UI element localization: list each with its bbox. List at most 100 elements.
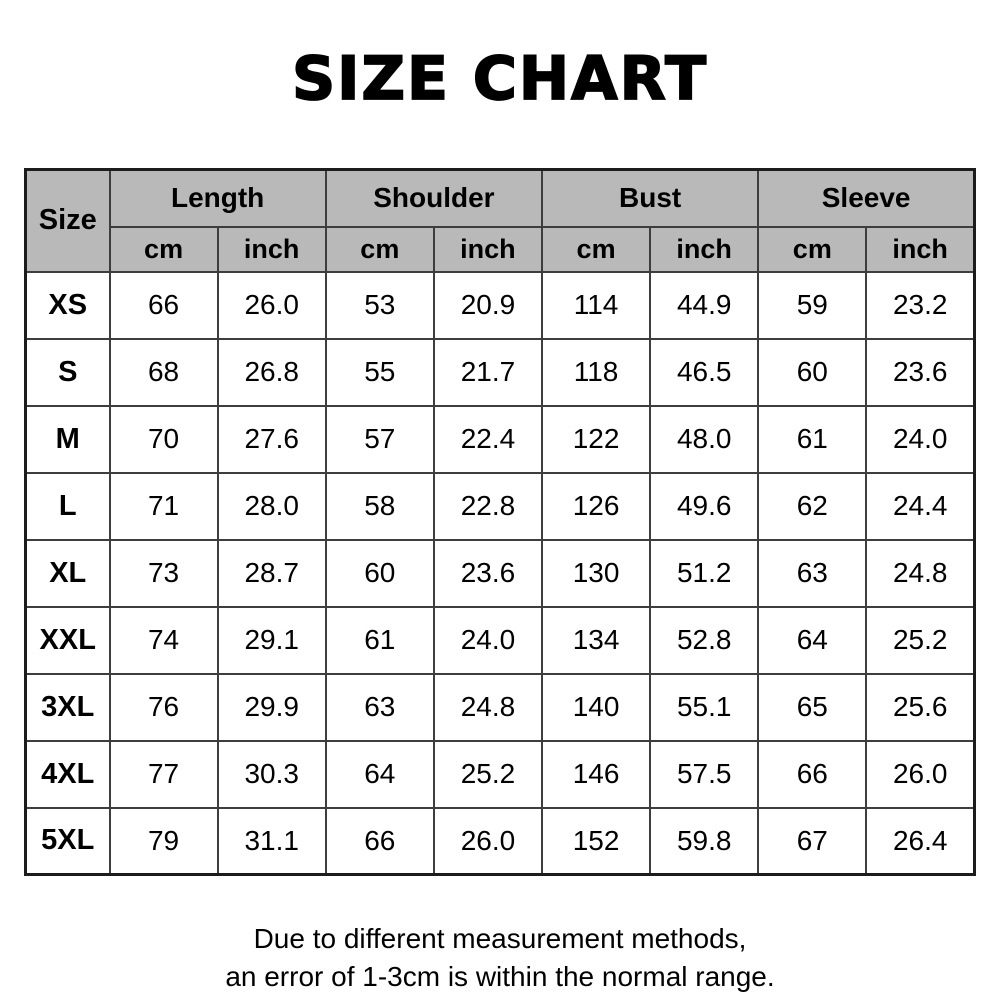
measurement-cell: 29.1 xyxy=(216,605,327,675)
measurement-cell: 22.8 xyxy=(432,471,544,541)
measurement-cell: 46.5 xyxy=(649,337,760,407)
measurement-cell: 152 xyxy=(540,806,652,876)
measurement-cell: 64 xyxy=(324,739,435,809)
measurement-cell: 61 xyxy=(324,605,435,675)
size-cell: S xyxy=(24,337,111,407)
measurement-cell: 20.9 xyxy=(432,270,544,340)
table-row: S 68 26.8 55 21.7 118 46.5 60 23.6 xyxy=(24,337,976,407)
table-row: 5XL 79 31.1 66 26.0 152 59.8 67 26.4 xyxy=(24,806,976,876)
measurement-cell: 25.6 xyxy=(865,672,976,742)
size-cell: XXL xyxy=(24,605,111,675)
measurement-cell: 27.6 xyxy=(216,404,327,474)
measurement-cell: 122 xyxy=(540,404,652,474)
measurement-cell: 24.8 xyxy=(865,538,976,608)
measurement-cell: 70 xyxy=(108,404,219,474)
measurement-cell: 118 xyxy=(540,337,652,407)
footer-note-line2: an error of 1-3cm is within the normal r… xyxy=(225,961,775,992)
measurement-cell: 63 xyxy=(757,538,868,608)
measurement-cell: 74 xyxy=(108,605,219,675)
measurement-cell: 28.0 xyxy=(216,471,327,541)
measurement-cell: 24.8 xyxy=(432,672,544,742)
group-header-sleeve: Sleeve xyxy=(757,168,976,228)
table-row: L 71 28.0 58 22.8 126 49.6 62 24.4 xyxy=(24,471,976,541)
measurement-cell: 60 xyxy=(324,538,435,608)
measurement-cell: 26.4 xyxy=(865,806,976,876)
measurement-cell: 44.9 xyxy=(649,270,760,340)
measurement-cell: 67 xyxy=(757,806,868,876)
table-row: 4XL 77 30.3 64 25.2 146 57.5 66 26.0 xyxy=(24,739,976,809)
measurement-cell: 146 xyxy=(540,739,652,809)
measurement-cell: 76 xyxy=(108,672,219,742)
group-header-length: Length xyxy=(108,168,327,228)
table-body: XS 66 26.0 53 20.9 114 44.9 59 23.2 S 68 26.8 55 21.7… xyxy=(24,270,976,876)
measurement-cell: 66 xyxy=(757,739,868,809)
size-cell: L xyxy=(24,471,111,541)
unit-header-bust-cm: cm xyxy=(540,225,652,273)
measurement-cell: 55 xyxy=(324,337,435,407)
measurement-cell: 61 xyxy=(757,404,868,474)
measurement-cell: 59 xyxy=(757,270,868,340)
measurement-cell: 58 xyxy=(324,471,435,541)
measurement-cell: 126 xyxy=(540,471,652,541)
measurement-cell: 23.2 xyxy=(865,270,976,340)
table-row: XXL 74 29.1 61 24.0 134 52.8 64 25.2 xyxy=(24,605,976,675)
measurement-cell: 66 xyxy=(324,806,435,876)
measurement-cell: 48.0 xyxy=(649,404,760,474)
unit-header-shoulder-cm: cm xyxy=(324,225,435,273)
unit-header-row: cm inch cm inch cm inch cm inch xyxy=(26,225,976,273)
measurement-cell: 29.9 xyxy=(216,672,327,742)
measurement-cell: 55.1 xyxy=(649,672,760,742)
unit-header-sleeve-cm: cm xyxy=(757,225,868,273)
measurement-cell: 25.2 xyxy=(865,605,976,675)
measurement-cell: 63 xyxy=(324,672,435,742)
table-row: M 70 27.6 57 22.4 122 48.0 61 24.0 xyxy=(24,404,976,474)
measurement-cell: 57.5 xyxy=(649,739,760,809)
measurement-cell: 79 xyxy=(108,806,219,876)
measurement-cell: 49.6 xyxy=(649,471,760,541)
unit-header-sleeve-inch: inch xyxy=(865,225,976,273)
size-cell: 5XL xyxy=(24,806,111,876)
group-header-bust: Bust xyxy=(540,168,760,228)
group-header-shoulder: Shoulder xyxy=(324,168,544,228)
measurement-cell: 73 xyxy=(108,538,219,608)
table-row: XS 66 26.0 53 20.9 114 44.9 59 23.2 xyxy=(24,270,976,340)
measurement-cell: 23.6 xyxy=(865,337,976,407)
measurement-cell: 22.4 xyxy=(432,404,544,474)
measurement-cell: 23.6 xyxy=(432,538,544,608)
unit-header-length-cm: cm xyxy=(108,225,219,273)
table-header: Size Length Shoulder Bust Sleeve cm inch… xyxy=(24,168,976,273)
measurement-cell: 24.0 xyxy=(432,605,544,675)
measurement-cell: 77 xyxy=(108,739,219,809)
measurement-cell: 130 xyxy=(540,538,652,608)
measurement-cell: 24.4 xyxy=(865,471,976,541)
measurement-cell: 53 xyxy=(324,270,435,340)
measurement-cell: 57 xyxy=(324,404,435,474)
size-cell: 4XL xyxy=(24,739,111,809)
measurement-cell: 140 xyxy=(540,672,652,742)
measurement-cell: 60 xyxy=(757,337,868,407)
measurement-cell: 24.0 xyxy=(865,404,976,474)
table-row: XL 73 28.7 60 23.6 130 51.2 63 24.8 xyxy=(24,538,976,608)
measurement-cell: 30.3 xyxy=(216,739,327,809)
measurement-cell: 65 xyxy=(757,672,868,742)
measurement-cell: 134 xyxy=(540,605,652,675)
unit-header-length-inch: inch xyxy=(216,225,327,273)
footer-note: Due to different measurement methods, an… xyxy=(0,920,1000,996)
measurement-cell: 68 xyxy=(108,337,219,407)
size-column-header: Size xyxy=(24,168,111,273)
measurement-cell: 52.8 xyxy=(649,605,760,675)
measurement-cell: 26.0 xyxy=(216,270,327,340)
measurement-cell: 21.7 xyxy=(432,337,544,407)
size-chart-table: Size Length Shoulder Bust Sleeve cm inch… xyxy=(24,168,976,876)
measurement-cell: 66 xyxy=(108,270,219,340)
page-title: SIZE CHART xyxy=(291,44,709,114)
footer-note-line1: Due to different measurement methods, xyxy=(253,923,747,954)
measurement-cell: 31.1 xyxy=(216,806,327,876)
measurement-cell: 26.0 xyxy=(432,806,544,876)
measurement-cell: 114 xyxy=(540,270,652,340)
group-header-row: Size Length Shoulder Bust Sleeve xyxy=(24,168,976,273)
unit-header-bust-inch: inch xyxy=(649,225,760,273)
measurement-cell: 62 xyxy=(757,471,868,541)
size-cell: XS xyxy=(24,270,111,340)
measurement-cell: 26.0 xyxy=(865,739,976,809)
